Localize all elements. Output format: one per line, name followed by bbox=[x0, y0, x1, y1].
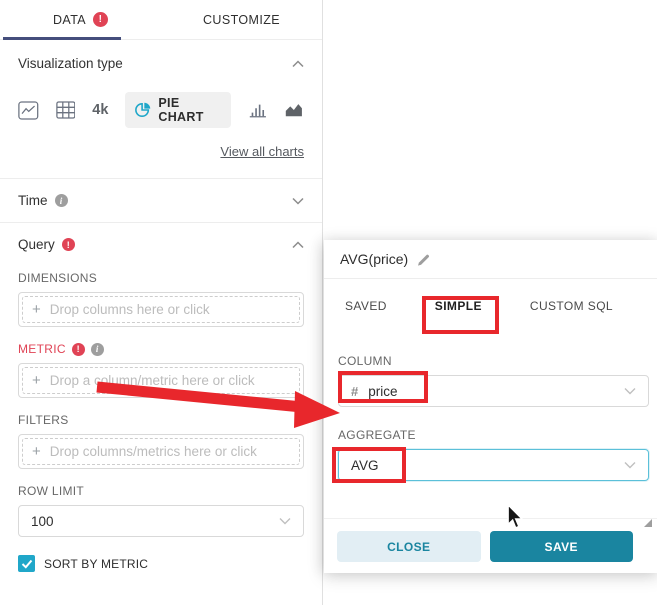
sort-by-metric-label: SORT BY METRIC bbox=[44, 556, 149, 571]
chevron-up-icon bbox=[292, 240, 304, 248]
popover-title: AVG(price) bbox=[340, 251, 409, 267]
aggregate-label: AGGREGATE bbox=[338, 428, 416, 442]
4k-chart-icon[interactable]: 4k bbox=[92, 102, 109, 118]
tab-data[interactable]: DATA ! bbox=[0, 0, 161, 40]
metric-dropzone[interactable]: + Drop a column/metric here or click bbox=[18, 363, 304, 398]
sort-by-metric-row: SORT BY METRIC bbox=[18, 555, 304, 572]
popover-body: COLUMN # price AGGREGATE AVG bbox=[324, 354, 657, 481]
metric-placeholder: Drop a column/metric here or click bbox=[49, 373, 255, 388]
chevron-down-icon bbox=[279, 518, 291, 525]
pie-chart-label: PIE CHART bbox=[158, 96, 204, 124]
line-chart-icon[interactable] bbox=[18, 100, 39, 121]
visualization-type-section: Visualization type 4k PIE CHART View all… bbox=[0, 40, 322, 161]
visualization-type-title: Visualization type bbox=[18, 56, 123, 71]
save-button[interactable]: SAVE bbox=[489, 531, 633, 562]
time-section-header[interactable]: Time i bbox=[0, 179, 322, 222]
area-chart-icon[interactable] bbox=[284, 100, 304, 120]
dimensions-dropzone[interactable]: + Drop columns here or click bbox=[18, 292, 304, 327]
error-badge-icon: ! bbox=[93, 12, 109, 27]
bar-chart-icon[interactable] bbox=[248, 100, 268, 120]
info-icon: i bbox=[90, 342, 104, 356]
metric-editor-popover: AVG(price) SAVED SIMPLE CUSTOM SQL COLUM… bbox=[324, 240, 657, 573]
error-badge-icon: ! bbox=[71, 342, 85, 356]
sort-by-metric-checkbox[interactable] bbox=[18, 555, 35, 572]
aggregate-value: AVG bbox=[351, 457, 379, 473]
tab-customize-label: CUSTOMIZE bbox=[203, 12, 280, 27]
popover-header: AVG(price) bbox=[324, 240, 657, 279]
section-divider bbox=[0, 222, 322, 223]
query-section-title: Query bbox=[18, 237, 55, 252]
filters-dropzone[interactable]: + Drop columns/metrics here or click bbox=[18, 434, 304, 469]
chevron-down-icon bbox=[624, 388, 636, 395]
column-value: price bbox=[368, 383, 398, 399]
filters-placeholder: Drop columns/metrics here or click bbox=[49, 444, 257, 459]
query-section-header[interactable]: Query ! bbox=[0, 223, 322, 256]
error-badge-icon: ! bbox=[61, 238, 75, 251]
plus-icon: + bbox=[32, 301, 41, 318]
chevron-down-icon bbox=[624, 462, 636, 469]
dimensions-placeholder: Drop columns here or click bbox=[49, 302, 210, 317]
filters-label: FILTERS bbox=[18, 413, 69, 427]
pie-chart-icon bbox=[135, 102, 151, 117]
info-icon: i bbox=[54, 194, 68, 207]
tab-customize[interactable]: CUSTOMIZE bbox=[161, 0, 322, 39]
resize-handle[interactable] bbox=[644, 519, 652, 527]
aggregate-select[interactable]: AVG bbox=[338, 449, 649, 481]
edit-pencil-icon[interactable] bbox=[416, 252, 431, 267]
row-limit-value: 100 bbox=[31, 513, 54, 529]
column-select[interactable]: # price bbox=[338, 375, 649, 407]
dimensions-label: DIMENSIONS bbox=[18, 271, 98, 285]
popover-tabbar: SAVED SIMPLE CUSTOM SQL bbox=[324, 279, 657, 333]
pie-chart-type-selected[interactable]: PIE CHART bbox=[125, 92, 231, 128]
popover-footer: CLOSE SAVE bbox=[324, 518, 657, 562]
section-divider bbox=[0, 178, 322, 179]
view-all-charts-link[interactable]: View all charts bbox=[220, 144, 304, 159]
column-label: COLUMN bbox=[338, 354, 392, 368]
table-icon[interactable] bbox=[55, 100, 76, 120]
checkmark-icon bbox=[21, 559, 32, 569]
row-limit-label: ROW LIMIT bbox=[18, 484, 85, 498]
plus-icon: + bbox=[32, 443, 41, 460]
numeric-type-icon: # bbox=[351, 383, 359, 399]
tab-data-label: DATA bbox=[52, 12, 87, 27]
time-section-title: Time bbox=[18, 193, 48, 208]
metric-label: METRIC bbox=[18, 342, 66, 356]
tab-custom-sql[interactable]: CUSTOM SQL bbox=[529, 299, 613, 313]
active-tab-indicator bbox=[3, 37, 121, 40]
control-panel: DATA ! CUSTOMIZE Visualization type 4k P… bbox=[0, 0, 323, 605]
close-button[interactable]: CLOSE bbox=[337, 531, 481, 562]
chevron-up-icon[interactable] bbox=[292, 59, 304, 68]
panel-tabbar: DATA ! CUSTOMIZE bbox=[0, 0, 322, 40]
tab-saved[interactable]: SAVED bbox=[345, 299, 387, 313]
chevron-down-icon bbox=[292, 197, 304, 205]
row-limit-select[interactable]: 100 bbox=[18, 505, 304, 537]
tab-simple[interactable]: SIMPLE bbox=[434, 279, 482, 333]
metric-label-row: METRIC ! i bbox=[18, 342, 304, 356]
query-controls: DIMENSIONS + Drop columns here or click … bbox=[0, 271, 322, 572]
plus-icon: + bbox=[32, 372, 41, 389]
